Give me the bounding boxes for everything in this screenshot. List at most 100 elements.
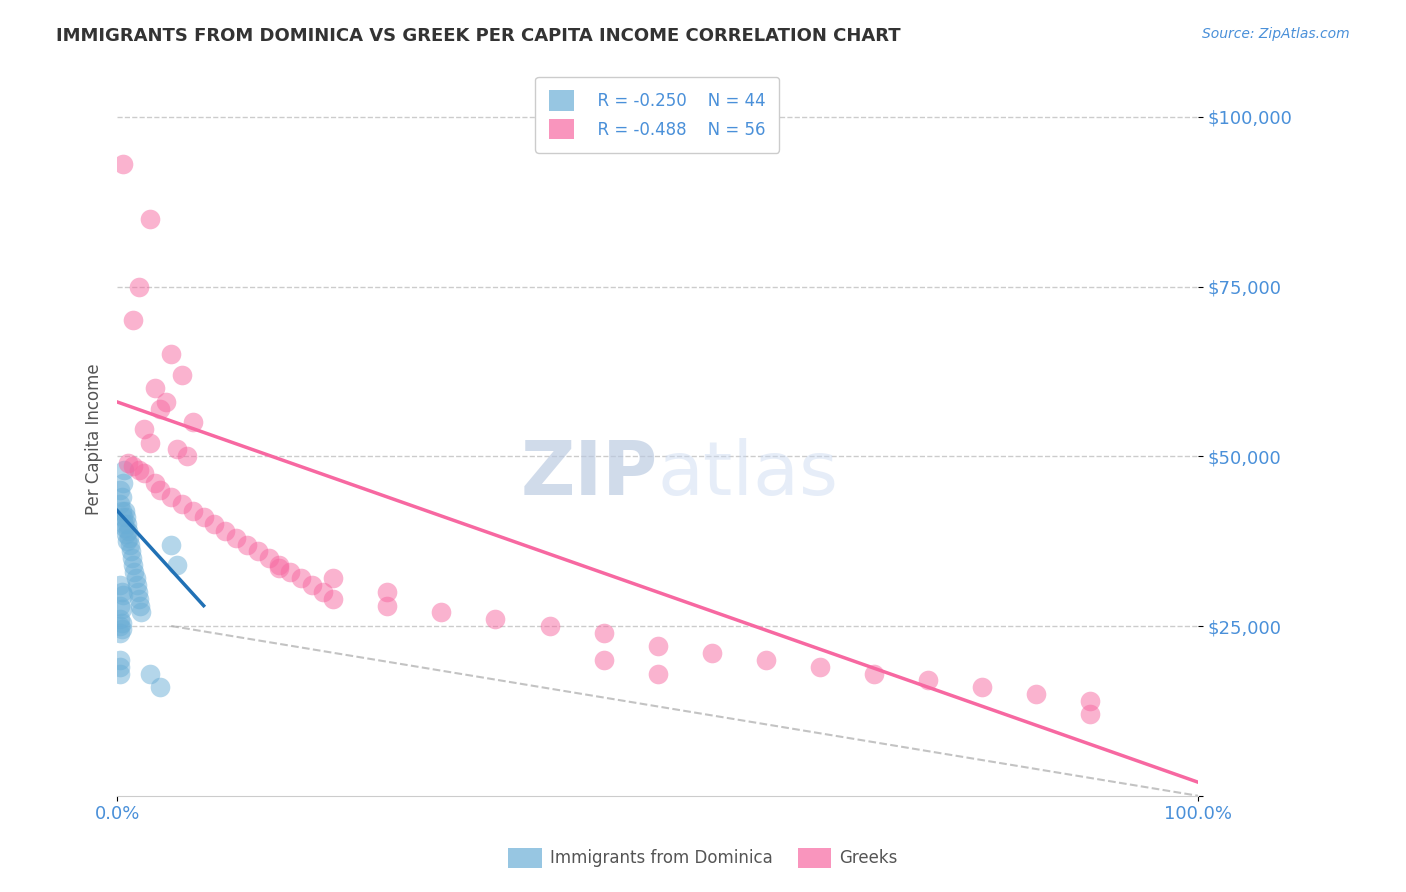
Text: IMMIGRANTS FROM DOMINICA VS GREEK PER CAPITA INCOME CORRELATION CHART: IMMIGRANTS FROM DOMINICA VS GREEK PER CA… bbox=[56, 27, 901, 45]
Point bbox=[122, 459, 145, 474]
Point bbox=[117, 456, 139, 470]
Point bbox=[110, 625, 132, 640]
Point bbox=[538, 619, 561, 633]
Text: Source: ZipAtlas.com: Source: ZipAtlas.com bbox=[1202, 27, 1350, 41]
Point bbox=[114, 510, 136, 524]
Point bbox=[143, 381, 166, 395]
Point bbox=[138, 435, 160, 450]
Point bbox=[160, 490, 183, 504]
Point bbox=[128, 463, 150, 477]
Point bbox=[193, 510, 215, 524]
Point bbox=[301, 578, 323, 592]
Point bbox=[170, 497, 193, 511]
Point bbox=[1025, 687, 1047, 701]
Point bbox=[278, 565, 301, 579]
Point bbox=[138, 666, 160, 681]
Point bbox=[166, 558, 188, 572]
Point bbox=[115, 534, 138, 549]
Point bbox=[110, 578, 132, 592]
Point bbox=[430, 606, 453, 620]
Point bbox=[111, 510, 134, 524]
Y-axis label: Per Capita Income: Per Capita Income bbox=[86, 363, 103, 515]
Text: ZIP: ZIP bbox=[520, 439, 658, 511]
Point bbox=[484, 612, 506, 626]
Legend: Immigrants from Dominica, Greeks: Immigrants from Dominica, Greeks bbox=[502, 841, 904, 875]
Text: atlas: atlas bbox=[658, 439, 838, 511]
Point bbox=[592, 625, 614, 640]
Point bbox=[862, 666, 884, 681]
Point bbox=[129, 606, 152, 620]
Point bbox=[322, 572, 344, 586]
Point bbox=[134, 422, 156, 436]
Point bbox=[181, 415, 204, 429]
Point bbox=[111, 476, 134, 491]
Legend:   R = -0.250    N = 44,   R = -0.488    N = 56: R = -0.250 N = 44, R = -0.488 N = 56 bbox=[536, 77, 779, 153]
Point bbox=[236, 537, 259, 551]
Point bbox=[125, 578, 148, 592]
Point bbox=[110, 615, 132, 630]
Point bbox=[120, 544, 142, 558]
Point bbox=[110, 623, 132, 637]
Point bbox=[1078, 694, 1101, 708]
Point bbox=[808, 659, 831, 673]
Point bbox=[311, 585, 333, 599]
Point bbox=[118, 531, 141, 545]
Point bbox=[149, 401, 172, 416]
Point bbox=[592, 653, 614, 667]
Point bbox=[377, 585, 399, 599]
Point bbox=[225, 531, 247, 545]
Point bbox=[290, 572, 312, 586]
Point bbox=[112, 517, 135, 532]
Point bbox=[110, 659, 132, 673]
Point bbox=[110, 599, 132, 613]
Point bbox=[110, 497, 132, 511]
Point bbox=[128, 591, 150, 606]
Point bbox=[110, 503, 132, 517]
Point bbox=[143, 476, 166, 491]
Point bbox=[149, 680, 172, 694]
Point bbox=[128, 599, 150, 613]
Point bbox=[111, 157, 134, 171]
Point bbox=[647, 640, 669, 654]
Point bbox=[110, 490, 132, 504]
Point bbox=[117, 524, 139, 538]
Point bbox=[246, 544, 269, 558]
Point bbox=[700, 646, 723, 660]
Point bbox=[110, 666, 132, 681]
Point bbox=[1078, 707, 1101, 722]
Point bbox=[269, 561, 291, 575]
Point bbox=[124, 572, 146, 586]
Point bbox=[120, 537, 142, 551]
Point bbox=[111, 589, 134, 603]
Point bbox=[134, 467, 156, 481]
Point bbox=[121, 551, 143, 566]
Point bbox=[110, 612, 132, 626]
Point bbox=[124, 565, 146, 579]
Point bbox=[160, 347, 183, 361]
Point bbox=[110, 602, 132, 616]
Point bbox=[110, 585, 132, 599]
Point bbox=[114, 520, 136, 534]
Point bbox=[114, 527, 136, 541]
Point bbox=[322, 591, 344, 606]
Point bbox=[110, 483, 132, 498]
Point bbox=[138, 211, 160, 226]
Point bbox=[128, 279, 150, 293]
Point bbox=[257, 551, 280, 566]
Point bbox=[122, 313, 145, 327]
Point bbox=[122, 558, 145, 572]
Point bbox=[155, 395, 177, 409]
Point bbox=[127, 585, 149, 599]
Point bbox=[149, 483, 172, 498]
Point bbox=[377, 599, 399, 613]
Point bbox=[166, 442, 188, 457]
Point bbox=[970, 680, 993, 694]
Point bbox=[647, 666, 669, 681]
Point bbox=[110, 619, 132, 633]
Point bbox=[176, 450, 198, 464]
Point bbox=[917, 673, 939, 688]
Point bbox=[114, 503, 136, 517]
Point bbox=[112, 463, 135, 477]
Point bbox=[269, 558, 291, 572]
Point bbox=[160, 537, 183, 551]
